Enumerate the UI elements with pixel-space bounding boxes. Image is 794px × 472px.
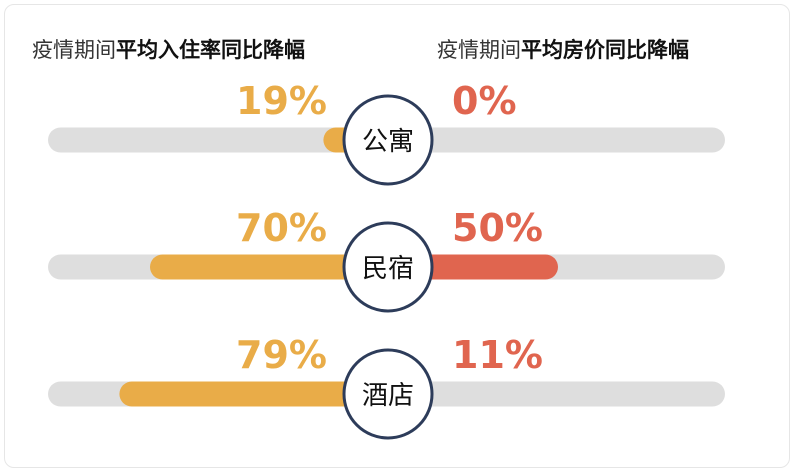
occupancy-value-label-0: 19% <box>236 79 327 123</box>
left-heading-prefix: 疫情期间 <box>32 38 116 62</box>
category-circle-1 <box>342 221 434 313</box>
left-heading: 疫情期间平均入住率同比降幅 <box>32 34 305 64</box>
occupancy-value-label-2: 79% <box>236 333 327 377</box>
right-heading: 疫情期间平均房价同比降幅 <box>437 34 689 64</box>
right-heading-prefix: 疫情期间 <box>437 38 521 62</box>
left-heading-bold: 平均入住率同比降幅 <box>116 38 305 62</box>
price-value-label-0: 0% <box>452 79 517 123</box>
category-label-2: 酒店 <box>362 381 414 411</box>
occupancy-bar-2 <box>119 381 389 407</box>
price-value-label-2: 11% <box>452 333 543 377</box>
occupancy-value-label-1: 70% <box>236 206 327 250</box>
category-circle-0 <box>342 94 434 186</box>
category-label-1: 民宿 <box>362 254 414 284</box>
occupancy-bar-1 <box>150 254 388 280</box>
category-label-0: 公寓 <box>362 127 414 157</box>
price-value-label-1: 50% <box>452 206 543 250</box>
right-heading-bold: 平均房价同比降幅 <box>521 38 689 62</box>
category-circle-2 <box>342 348 434 440</box>
